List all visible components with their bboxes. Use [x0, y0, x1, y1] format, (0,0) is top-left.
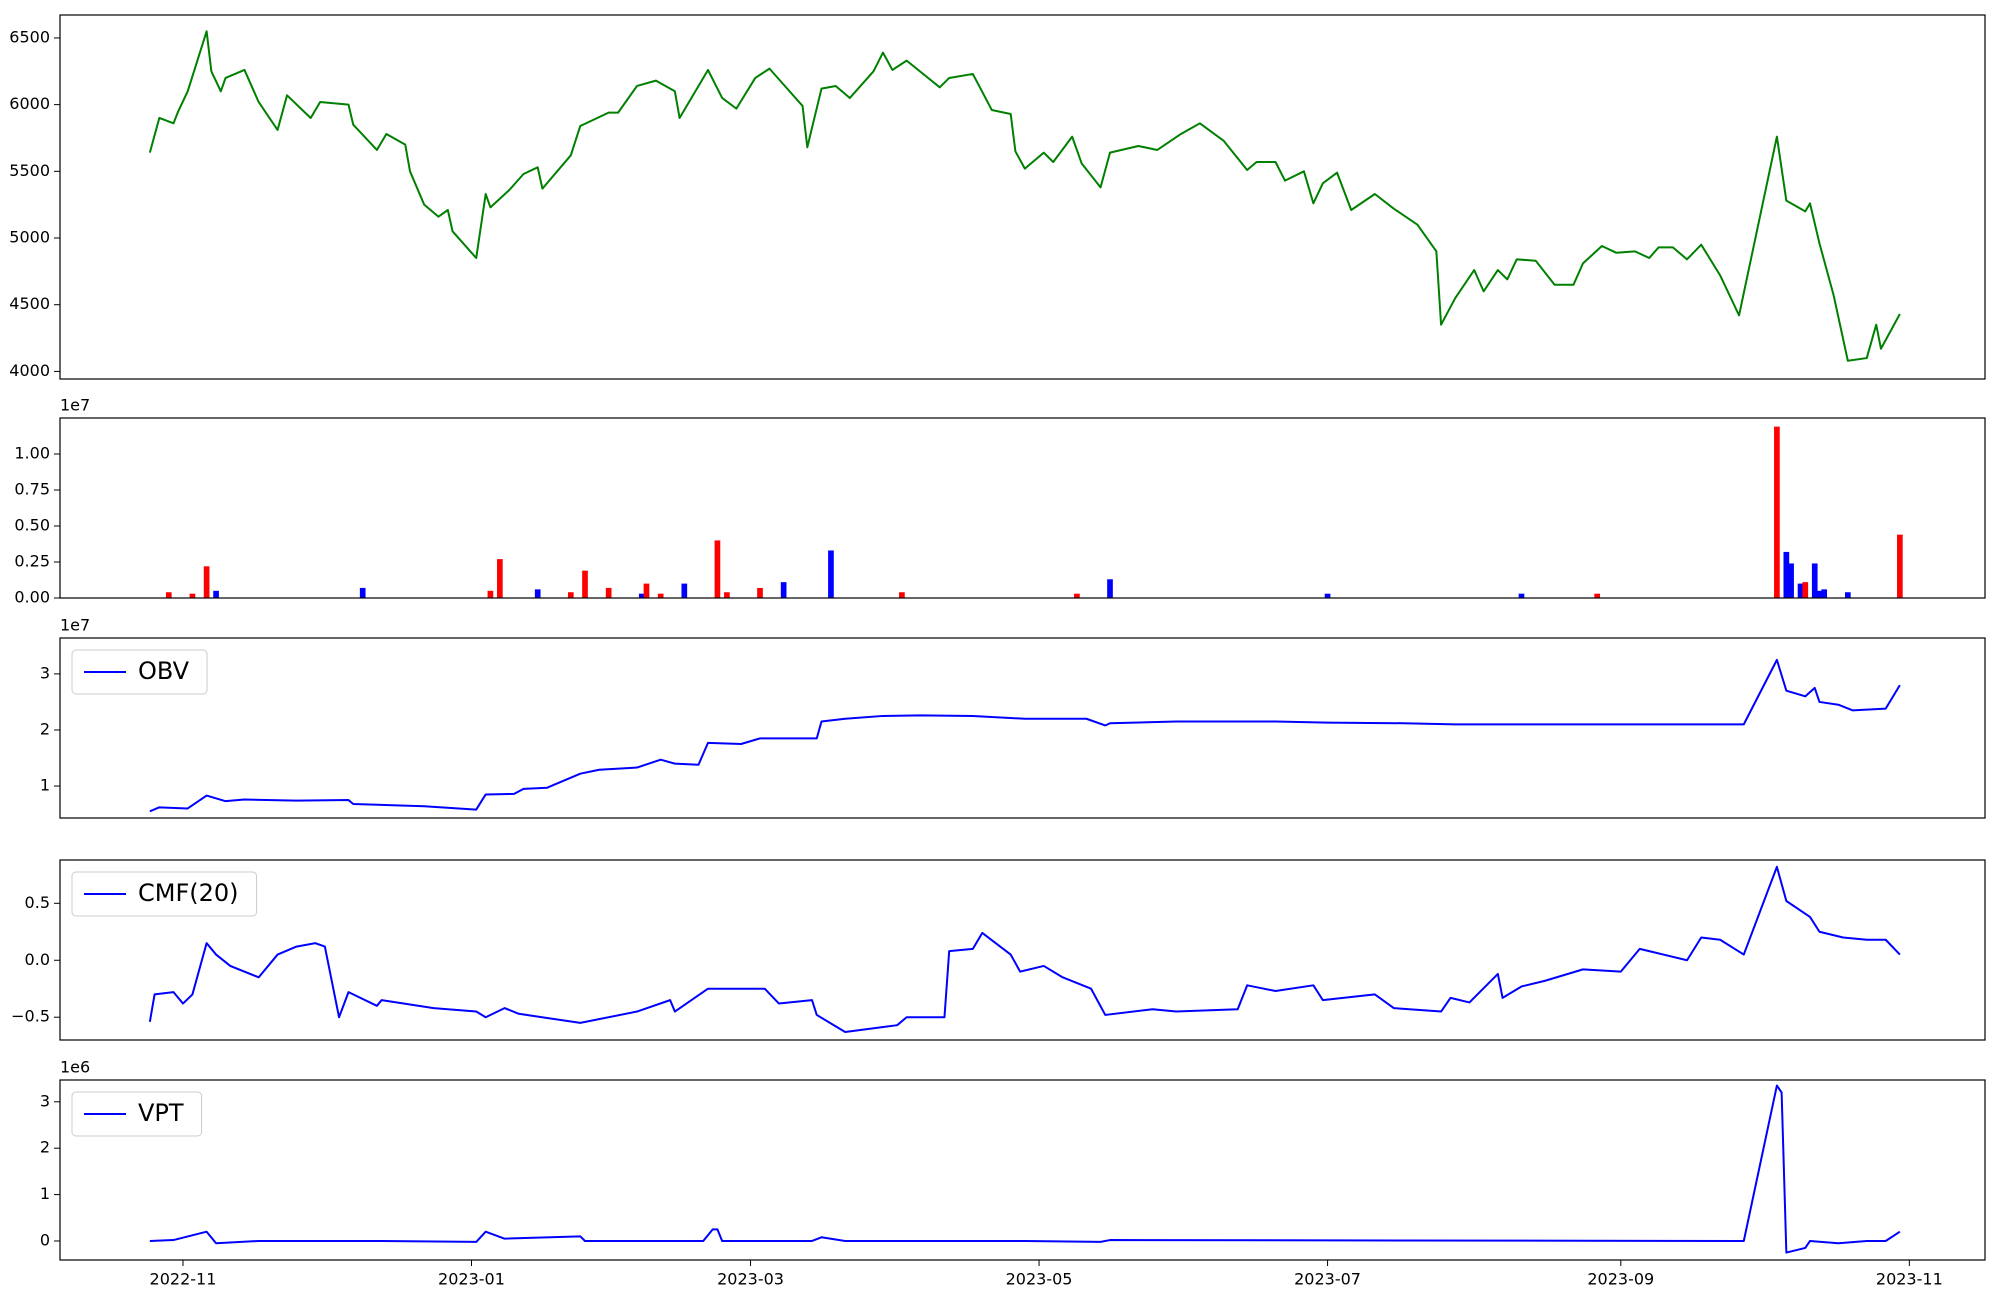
legend: CMF(20)	[71, 871, 258, 917]
y-tick-label: 2	[40, 719, 50, 738]
legend-box	[71, 871, 258, 917]
y-tick-label: 5500	[9, 161, 50, 180]
volume-bar	[643, 583, 650, 598]
volume-bar	[189, 593, 196, 598]
x-tick-label: 2023-03	[717, 1270, 784, 1289]
legend: OBV	[71, 649, 208, 695]
x-tick-label: 2023-07	[1294, 1270, 1361, 1289]
volume-bar	[757, 587, 763, 598]
volume-bar	[1816, 590, 1823, 598]
y-tick-label: 6500	[9, 27, 50, 46]
volume-bar	[657, 593, 664, 598]
axes-frame	[59, 14, 1986, 380]
y-tick-label: 0.0	[25, 950, 50, 969]
y-tick-label: 1	[40, 776, 50, 795]
volume-bar	[714, 540, 721, 598]
volume-bar	[1897, 534, 1903, 598]
volume-bar	[497, 559, 503, 598]
y-tick-label: −0.5	[11, 1007, 50, 1026]
volume-bar	[1518, 593, 1525, 598]
legend: VPT	[71, 1091, 203, 1137]
volume-bar	[1797, 583, 1804, 598]
legend-label: OBV	[138, 657, 190, 685]
volume-bar	[567, 592, 574, 598]
x-tick-label: 2022-11	[150, 1270, 217, 1289]
y-tick-label: 4000	[9, 361, 50, 380]
series-line	[148, 865, 1901, 1034]
y-tick-label: 0.50	[14, 516, 50, 535]
volume-bar	[582, 570, 588, 598]
y-tick-label: 0.00	[14, 588, 50, 607]
offset-label: 1e7	[60, 396, 90, 415]
legend-box	[71, 649, 208, 695]
volume-bar	[681, 583, 688, 598]
x-tick-label: 2023-05	[1006, 1270, 1073, 1289]
y-tick-label: 0.75	[14, 480, 50, 499]
series-line	[148, 30, 1901, 362]
axes-frame	[59, 1079, 1986, 1261]
y-tick-label: 3	[40, 663, 50, 682]
volume-bar	[1845, 592, 1851, 598]
y-tick-label: 0.5	[25, 893, 50, 912]
y-tick-label: 6000	[9, 94, 50, 113]
volume-bar	[724, 592, 730, 598]
axes-frame	[59, 637, 1986, 819]
volume-bar	[899, 592, 905, 598]
y-tick-label: 2	[40, 1138, 50, 1157]
volume-bar	[213, 590, 219, 598]
volume-bar	[1811, 563, 1818, 598]
y-tick-label: 1	[40, 1184, 50, 1203]
series-line	[149, 658, 1901, 813]
axes-frame	[59, 417, 1986, 599]
volume-bar	[203, 566, 210, 598]
offset-label: 1e7	[60, 616, 90, 635]
volume-bar	[1107, 579, 1113, 598]
volume-bar	[1821, 589, 1828, 598]
volume-bar	[1783, 551, 1790, 598]
offset-label: 1e6	[60, 1058, 90, 1077]
volume-bar	[638, 593, 645, 598]
volume-bar	[605, 587, 612, 598]
volume-bar	[487, 590, 494, 598]
volume-bar	[165, 592, 172, 598]
y-tick-label: 3	[40, 1091, 50, 1110]
y-tick-label: 5000	[9, 228, 50, 247]
volume-bar	[1774, 426, 1780, 598]
legend-label: VPT	[138, 1099, 184, 1127]
y-tick-label: 1.00	[14, 444, 50, 463]
x-tick-label: 2023-11	[1876, 1270, 1943, 1289]
legend-box	[71, 1091, 203, 1137]
x-tick-label: 2023-01	[438, 1270, 505, 1289]
y-tick-label: 0	[40, 1230, 50, 1249]
volume-bar	[534, 589, 541, 598]
volume-bar	[1802, 582, 1809, 598]
y-tick-label: 4500	[9, 294, 50, 313]
volume-bar	[1074, 593, 1080, 598]
volume-bar	[1324, 593, 1331, 598]
volume-bar	[780, 582, 787, 598]
legend-label: CMF(20)	[138, 879, 239, 907]
series-line	[149, 1084, 1901, 1254]
x-tick-label: 2023-09	[1587, 1270, 1654, 1289]
volume-bar	[359, 587, 366, 598]
axes-frame	[59, 859, 1986, 1041]
volume-bar	[1788, 563, 1794, 598]
volume-bar	[1594, 593, 1600, 598]
y-tick-label: 0.25	[14, 552, 50, 571]
volume-bar	[828, 550, 834, 598]
